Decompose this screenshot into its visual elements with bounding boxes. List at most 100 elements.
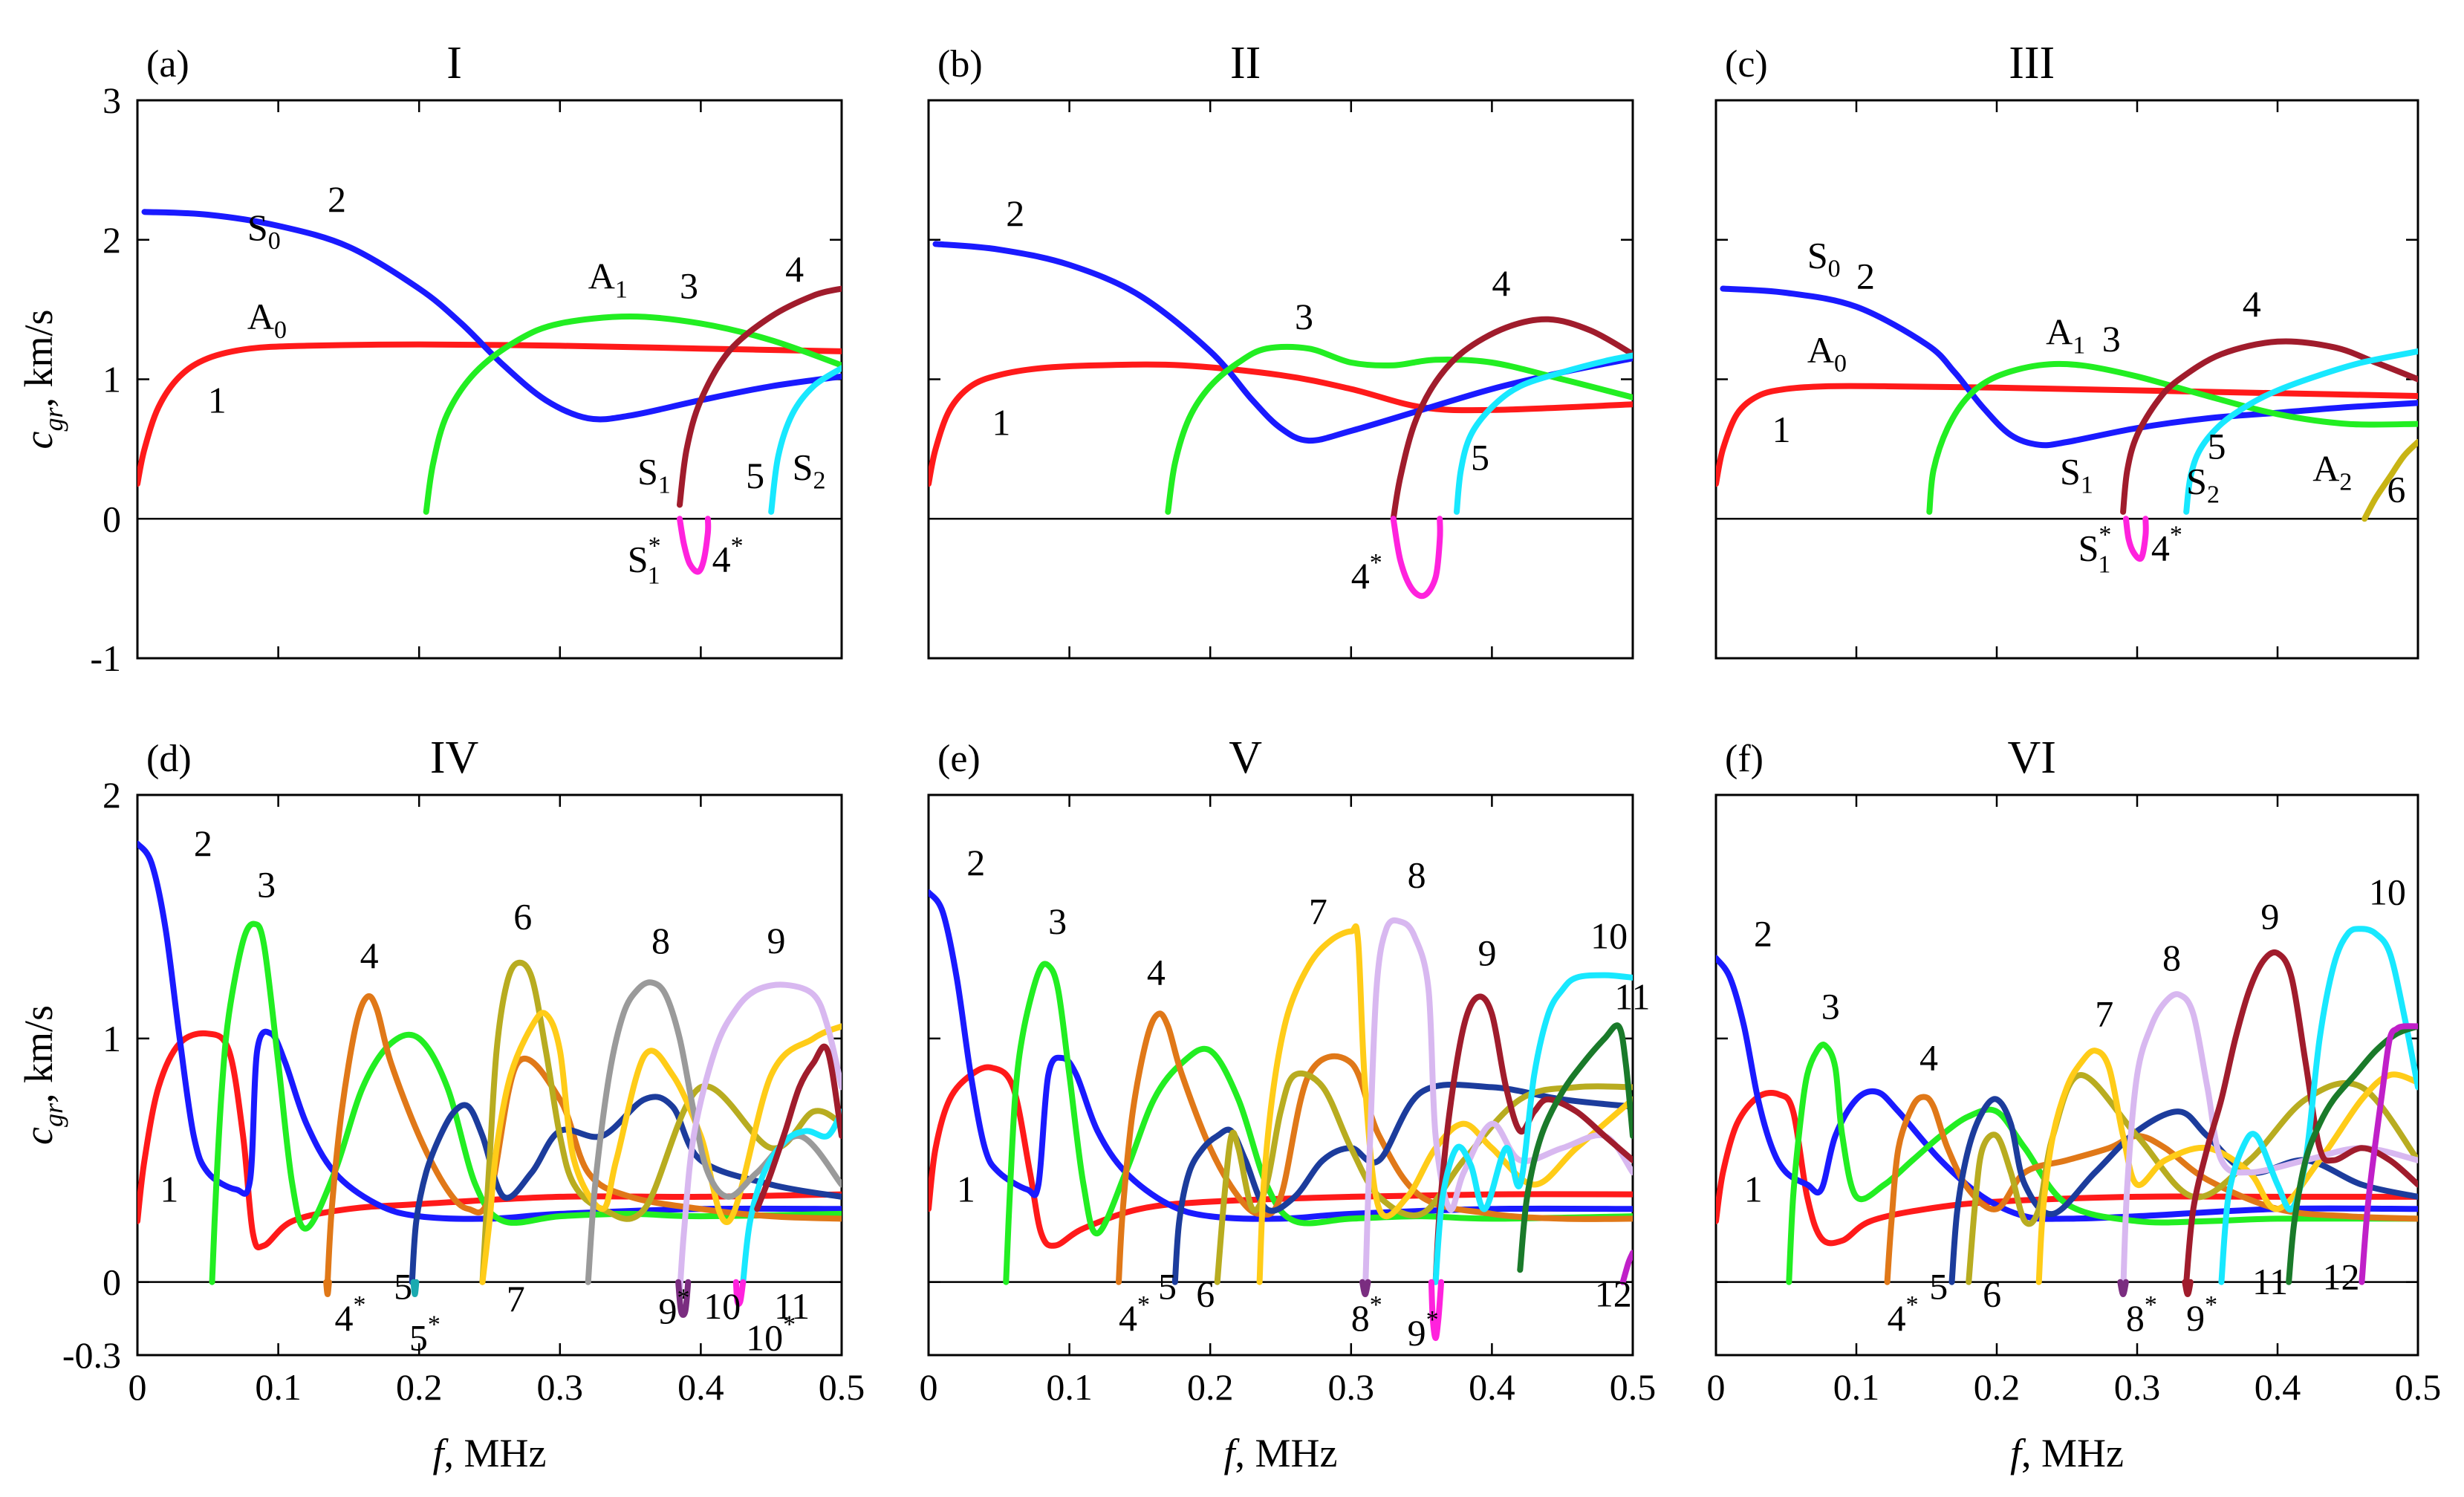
x-tick-label: 0.2 (1974, 1366, 2021, 1408)
curve-label-text: 2 (1856, 255, 1875, 296)
x-tick-label: 0.5 (819, 1366, 865, 1408)
x-tick-label: 0.4 (1469, 1366, 1515, 1408)
curve-label: 8* (1351, 1291, 1382, 1339)
curve-label-text: 5 (394, 1266, 412, 1308)
series-12-line (2359, 1023, 2418, 1285)
series-7-line (2035, 1048, 2418, 1285)
curve-label-text: 9 (1408, 1312, 1426, 1354)
series-4-line (1884, 1094, 2418, 1285)
series-8-star-line (2117, 1279, 2129, 1297)
curve-label: S2 (793, 446, 826, 495)
curve-label: 4* (1888, 1291, 1919, 1339)
curve-label-text: 2 (966, 842, 985, 883)
curve-label-sup: * (783, 1311, 796, 1338)
curve-label-text: 4 (1492, 262, 1510, 304)
series-1-line (929, 361, 1633, 487)
curve-label-sup: * (677, 1284, 690, 1311)
curve-label: S* 1 (628, 533, 661, 590)
curve-label-text: 8 (2126, 1297, 2145, 1339)
curve-label: 2 (328, 178, 346, 220)
curve-label: 8 (651, 920, 670, 961)
curve-label: 4 (785, 248, 804, 290)
curve-label: 2 (1856, 255, 1875, 296)
curve-label-text: 1 (957, 1168, 975, 1209)
curve-label: 10 (703, 1285, 741, 1327)
curve-label: 5 (394, 1266, 412, 1308)
curve-label: S0 (247, 207, 281, 255)
curve-label: S1 (2060, 450, 2093, 499)
curve-label-text: 5 (1471, 437, 1489, 478)
curve-label-text: 4 (712, 539, 731, 580)
curve-label-text: 3 (1048, 900, 1067, 942)
curve-label-sup: * (648, 533, 661, 560)
curve-label-sup: * (428, 1311, 441, 1338)
curve-label-text: 11 (774, 1285, 810, 1327)
curve-label: 5 (1471, 437, 1489, 478)
panel-title: II (1230, 38, 1261, 88)
series-4-star-line (677, 516, 712, 575)
panel-title: VI (2008, 733, 2056, 783)
curves (1716, 285, 2418, 562)
series-8-line (585, 979, 842, 1285)
x-tick-label: 0 (1707, 1366, 1726, 1408)
series-5-line (768, 365, 842, 515)
curve-label: 4 (1147, 952, 1166, 993)
curve-label-text: 3 (2102, 318, 2121, 360)
curve-label: 2 (966, 842, 985, 883)
curve-label: 4* (334, 1291, 365, 1339)
curve-label: S* 1 (2078, 522, 2112, 579)
series-6-line (2361, 439, 2418, 522)
curve-label-sup: * (1906, 1291, 1919, 1319)
curve-label-sub: 2 (2339, 469, 2352, 496)
curve-label: 8 (2162, 937, 2181, 978)
series-7-line (1256, 923, 1633, 1285)
panel-letter: (a) (146, 43, 189, 85)
curve-label-text: 9 (659, 1290, 677, 1331)
curve-label: 10 (1590, 915, 1628, 957)
series-4-line (1390, 316, 1633, 522)
curve-label-text: 4 (2151, 527, 2170, 569)
series-3-line (1786, 1042, 2418, 1285)
curve-label-text: 9 (1478, 932, 1496, 973)
curve-label-sup: * (2205, 1291, 2217, 1319)
x-tick-label: 0.2 (396, 1366, 443, 1408)
curve-label-text: 8 (651, 920, 670, 961)
curve-label-text: 10 (703, 1285, 741, 1327)
curve-label-text: 2 (1006, 192, 1024, 234)
series-4-star-line (1390, 516, 1443, 600)
curve-label-text: 5 (746, 455, 764, 496)
x-tick-label: 0.3 (1328, 1366, 1375, 1408)
curve-label: 2 (1006, 192, 1024, 234)
curve-label-text: 4 (360, 935, 379, 976)
series-10-line (2218, 926, 2418, 1285)
curve-label: 1 (208, 380, 227, 421)
x-tick-label: 0 (920, 1366, 938, 1408)
curves (137, 209, 842, 575)
curve-label-sub: 0 (1828, 255, 1841, 282)
curve-label: 3 (1048, 900, 1067, 942)
curve-label-sup: * (731, 533, 744, 560)
curve-label: 11 (1614, 975, 1650, 1017)
curve-label: 10 (2369, 871, 2406, 913)
series-1-line (1716, 1090, 2418, 1247)
curve-label: 6 (1983, 1273, 2001, 1314)
curve-label-text: 2 (328, 178, 346, 220)
curve-label: 1 (1744, 1168, 1763, 1209)
x-tick-label: 0.4 (677, 1366, 724, 1408)
curve-label: 12 (2322, 1256, 2359, 1297)
curve-label-sub: 1 (2073, 332, 2085, 360)
curve-label: 6 (2387, 469, 2405, 510)
y-tick-label: 3 (103, 79, 121, 121)
panel-title: IV (430, 733, 479, 783)
x-tick-label: 0 (129, 1366, 147, 1408)
curve-label: S0 (1807, 234, 1841, 282)
x-tick-label: 0.4 (2255, 1366, 2301, 1408)
series-4-star-line (323, 1279, 332, 1297)
series-9-line (1432, 993, 1633, 1285)
curve-label: 8 (1408, 854, 1426, 896)
curve-label: 9 (767, 920, 786, 961)
curve-label-text: 4 (334, 1297, 353, 1339)
curve-label: 10* (746, 1311, 796, 1358)
